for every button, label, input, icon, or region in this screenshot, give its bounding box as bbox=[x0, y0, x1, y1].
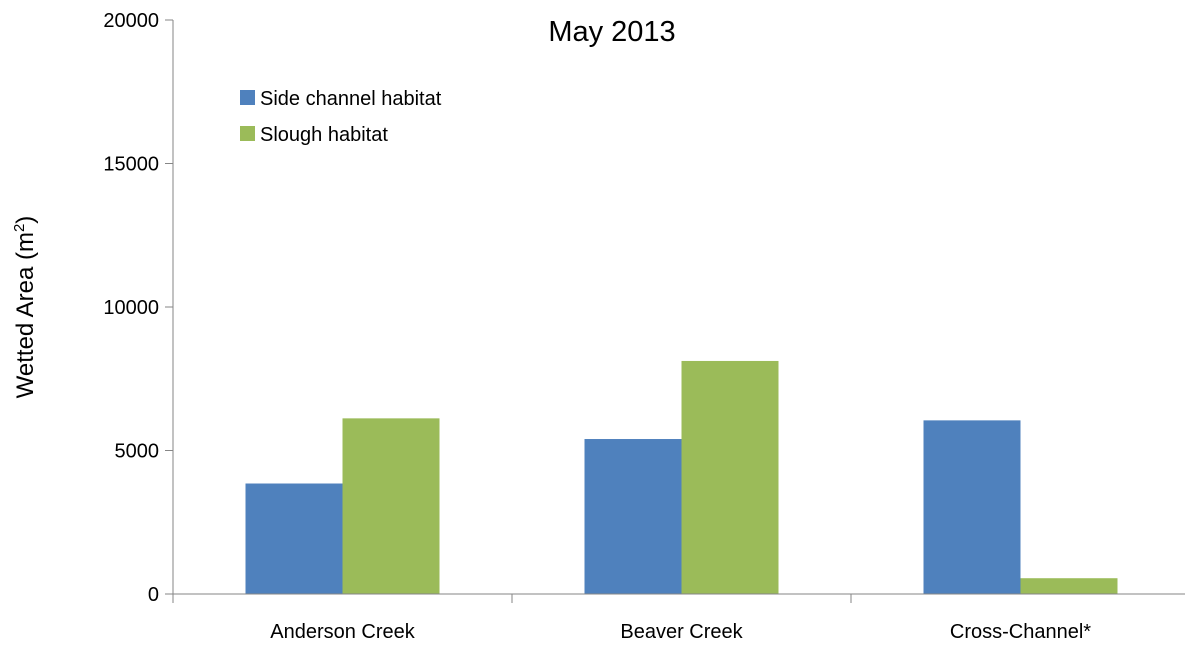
legend-label-0: Side channel habitat bbox=[260, 88, 442, 110]
legend: Side channel habitat Slough habitat bbox=[240, 88, 442, 146]
legend-label-1: Slough habitat bbox=[260, 124, 388, 146]
y-tick-label-0: 0 bbox=[148, 584, 159, 606]
y-axis-label-superscript: 2 bbox=[11, 224, 28, 232]
y-axis-label-text: Wetted Area (m bbox=[12, 232, 39, 398]
legend-swatch-1 bbox=[240, 126, 255, 141]
bars-layer bbox=[245, 360, 1118, 594]
y-axis-label: Wetted Area (m2) bbox=[11, 216, 39, 399]
x-category-label-1: Beaver Creek bbox=[620, 621, 743, 643]
axes-layer: 0 5000 10000 15000 20000 Anderson Creek Beaver… bbox=[103, 10, 1185, 643]
bar-slough-0 bbox=[342, 418, 440, 594]
y-tick-label-1: 5000 bbox=[115, 441, 160, 463]
y-tick-label-4: 20000 bbox=[103, 10, 159, 32]
bar-side-channel-1 bbox=[584, 439, 682, 594]
y-axis-label-suffix: ) bbox=[12, 216, 39, 224]
x-category-label-2: Cross-Channel* bbox=[950, 621, 1091, 643]
bar-slough-1 bbox=[681, 360, 779, 594]
bar-slough-2 bbox=[1020, 578, 1118, 594]
bar-side-channel-0 bbox=[245, 483, 343, 594]
legend-swatch-0 bbox=[240, 90, 255, 105]
bar-side-channel-2 bbox=[923, 420, 1021, 594]
chart-title: May 2013 bbox=[548, 16, 675, 48]
y-tick-label-3: 15000 bbox=[103, 154, 159, 176]
x-category-label-0: Anderson Creek bbox=[270, 621, 416, 643]
y-tick-label-2: 10000 bbox=[103, 297, 159, 319]
